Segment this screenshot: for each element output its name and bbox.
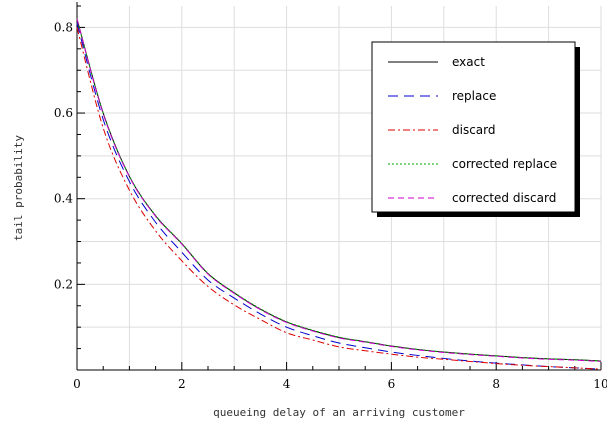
- series-line-corrected-discard: [76, 18, 602, 362]
- legend: exact replace discard corrected replace corr…: [371, 41, 580, 217]
- series-line-corrected-replace: [76, 18, 602, 362]
- x-tick-label: 2: [178, 377, 186, 391]
- x-tick-label: 8: [492, 377, 500, 391]
- legend-label-corrected-discard: corrected discard: [452, 191, 556, 205]
- y-tick-label: 0.8: [54, 20, 73, 34]
- legend-label-exact: exact: [452, 55, 485, 69]
- legend-box: [371, 41, 576, 213]
- y-tick-label: 0.2: [54, 277, 73, 291]
- tick-labels: 0 2 4 6 8 10 0.2 0.4 0.6 0.8: [54, 20, 607, 391]
- legend-label-discard: discard: [452, 123, 496, 137]
- x-tick-label: 10: [593, 377, 607, 391]
- x-tick-label: 0: [73, 377, 81, 391]
- y-tick-label: 0.4: [54, 192, 73, 206]
- y-tick-label: 0.6: [54, 106, 73, 120]
- grid: [76, 6, 602, 370]
- legend-label-corrected-replace: corrected replace: [452, 157, 557, 171]
- series-lines: [76, 18, 602, 370]
- x-axis-label: queueing delay of an arriving customer: [213, 406, 465, 419]
- series-line-discard: [76, 27, 602, 370]
- y-axis-label: tail probability: [12, 135, 25, 241]
- x-tick-label: 6: [388, 377, 396, 391]
- x-tick-label: 4: [283, 377, 291, 391]
- legend-label-replace: replace: [452, 89, 496, 103]
